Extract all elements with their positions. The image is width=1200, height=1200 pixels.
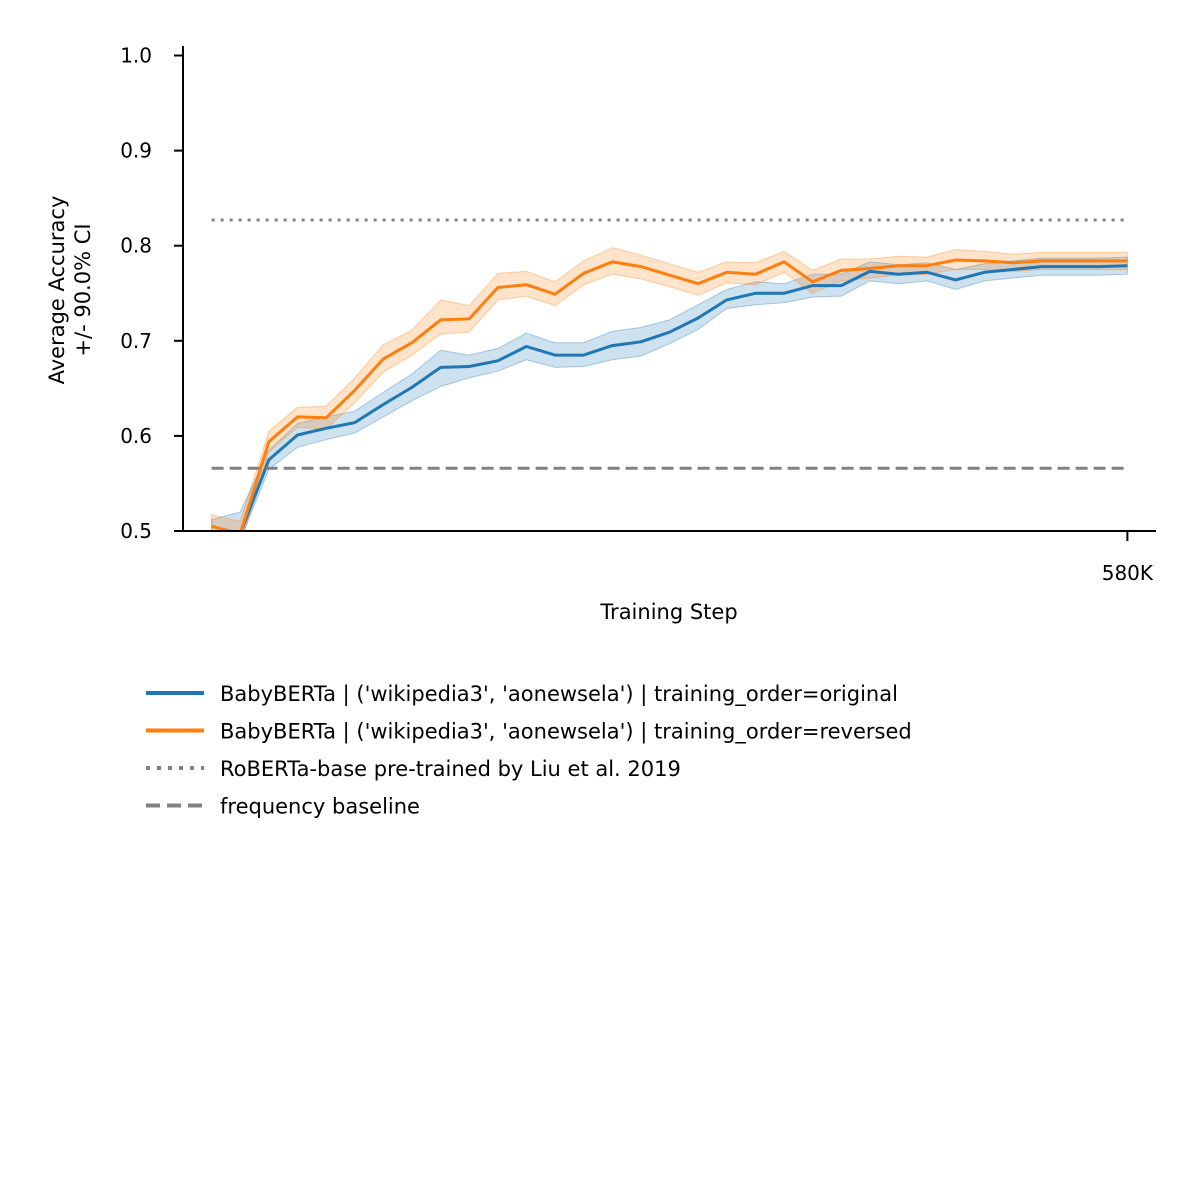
series-lines <box>211 258 1128 531</box>
y-tick-label: 1.0 <box>120 44 152 68</box>
legend-label: BabyBERTa | ('wikipedia3', 'aonewsela') … <box>220 720 912 745</box>
y-ticks: 0.5 0.6 0.7 0.8 0.9 1.0 <box>120 44 183 543</box>
legend-label: frequency baseline <box>220 795 420 819</box>
y-tick-label: 0.7 <box>120 329 152 353</box>
reference-lines <box>211 218 1128 470</box>
legend-label: BabyBERTa | ('wikipedia3', 'aonewsela') … <box>220 682 898 707</box>
legend: BabyBERTa | ('wikipedia3', 'aonewsela') … <box>146 682 912 819</box>
axes <box>182 46 1156 532</box>
ci-bands <box>211 247 1128 531</box>
y-axis-label: Average Accuracy <box>45 196 69 385</box>
y-tick-label: 0.8 <box>120 234 152 258</box>
series-line-1 <box>239 264 1128 531</box>
y-tick-label: 0.6 <box>120 424 152 448</box>
ci-band-series-1 <box>211 256 1128 531</box>
x-tick-label: 580K <box>1102 561 1154 585</box>
y-tick-label: 0.9 <box>120 139 152 163</box>
y-axis-label-ci: +/- 90.0% CI <box>71 223 95 356</box>
x-ticks: 580K <box>1102 531 1154 585</box>
series-line-2 <box>211 258 1128 531</box>
x-axis-label: Training Step <box>599 600 737 624</box>
y-tick-label: 0.5 <box>120 519 152 543</box>
legend-label: RoBERTa-base pre-trained by Liu et al. 2… <box>220 757 681 781</box>
